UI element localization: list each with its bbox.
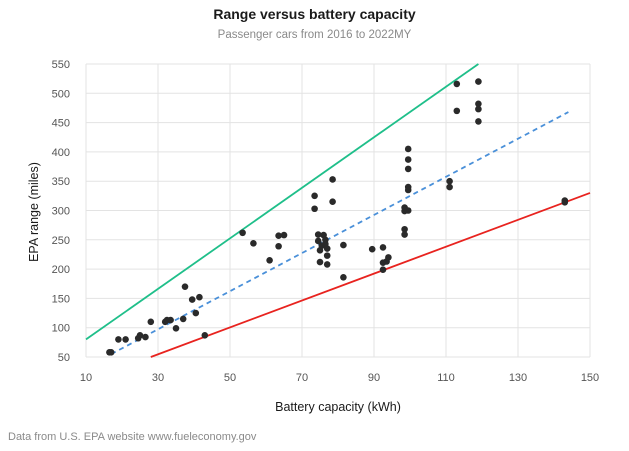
- data-point: [122, 336, 129, 343]
- data-point: [329, 176, 336, 183]
- data-point: [179, 315, 187, 323]
- data-point: [250, 240, 257, 247]
- data-point: [172, 324, 180, 332]
- data-point: [239, 229, 246, 237]
- x-tick-label: 110: [437, 372, 455, 384]
- data-point: [167, 316, 174, 324]
- y-tick-label: 450: [52, 118, 70, 130]
- data-point: [115, 336, 122, 343]
- data-point: [475, 100, 482, 108]
- x-tick-label: 30: [152, 372, 164, 384]
- data-point: [446, 183, 453, 191]
- chart-subtitle: Passenger cars from 2016 to 2022MY: [217, 29, 412, 41]
- data-point: [404, 186, 412, 194]
- data-point: [401, 231, 408, 238]
- y-tick-label: 150: [52, 293, 70, 305]
- data-point: [453, 107, 461, 115]
- source-note: Data from U.S. EPA website www.fuelecono…: [8, 431, 257, 443]
- reference-line-lower: [150, 192, 591, 358]
- data-point: [314, 237, 322, 245]
- x-tick-label: 90: [368, 372, 380, 384]
- data-point: [192, 309, 200, 317]
- data-point: [368, 245, 376, 253]
- data-point: [201, 332, 209, 339]
- y-tick-label: 400: [52, 147, 70, 159]
- x-tick-label: 50: [224, 372, 236, 384]
- x-tick-label: 70: [296, 372, 308, 384]
- data-point: [385, 254, 392, 261]
- x-axis-label: Battery capacity (kWh): [275, 400, 401, 414]
- data-point: [275, 232, 282, 239]
- data-point: [379, 244, 387, 251]
- data-point: [401, 225, 408, 233]
- data-point: [275, 242, 282, 250]
- data-point: [314, 231, 322, 238]
- data-point: [379, 266, 387, 273]
- data-point: [475, 105, 482, 113]
- data-point: [311, 192, 318, 200]
- data-point: [404, 156, 412, 163]
- chart-title: Range versus battery capacity: [213, 6, 416, 22]
- data-point: [136, 332, 144, 339]
- y-tick-label: 550: [52, 59, 70, 71]
- data-point: [323, 252, 331, 259]
- data-point: [561, 198, 569, 206]
- reference-line-upper: [85, 63, 479, 341]
- data-point: [453, 80, 461, 88]
- data-point: [181, 283, 189, 290]
- data-point: [340, 241, 347, 249]
- data-point: [446, 177, 453, 185]
- y-tick-label: 300: [52, 206, 70, 218]
- data-point: [340, 274, 347, 281]
- x-tick-label: 150: [581, 372, 599, 384]
- data-point: [266, 257, 273, 264]
- x-tick-label: 130: [509, 372, 527, 384]
- data-point: [142, 333, 149, 341]
- y-tick-label: 200: [52, 264, 70, 276]
- data-point: [404, 145, 412, 153]
- y-tick-label: 250: [52, 235, 70, 247]
- data-point: [316, 258, 324, 266]
- data-point: [311, 205, 318, 213]
- data-point: [404, 165, 412, 173]
- data-point: [147, 318, 155, 326]
- y-tick-label: 50: [58, 352, 70, 364]
- reference-line-middle: [110, 111, 569, 355]
- data-point: [329, 198, 336, 206]
- data-point: [280, 231, 288, 239]
- data-point: [323, 261, 331, 268]
- data-point: [323, 245, 331, 252]
- data-point: [475, 118, 482, 125]
- data-point: [188, 296, 196, 303]
- y-axis-label: EPA range (miles): [27, 162, 41, 262]
- x-tick-label: 10: [80, 372, 92, 384]
- data-point: [196, 293, 203, 301]
- y-tick-label: 100: [52, 323, 70, 335]
- data-point: [107, 349, 115, 356]
- y-tick-label: 500: [52, 88, 70, 100]
- data-point: [404, 207, 412, 214]
- data-point: [475, 78, 482, 85]
- y-tick-label: 350: [52, 176, 70, 188]
